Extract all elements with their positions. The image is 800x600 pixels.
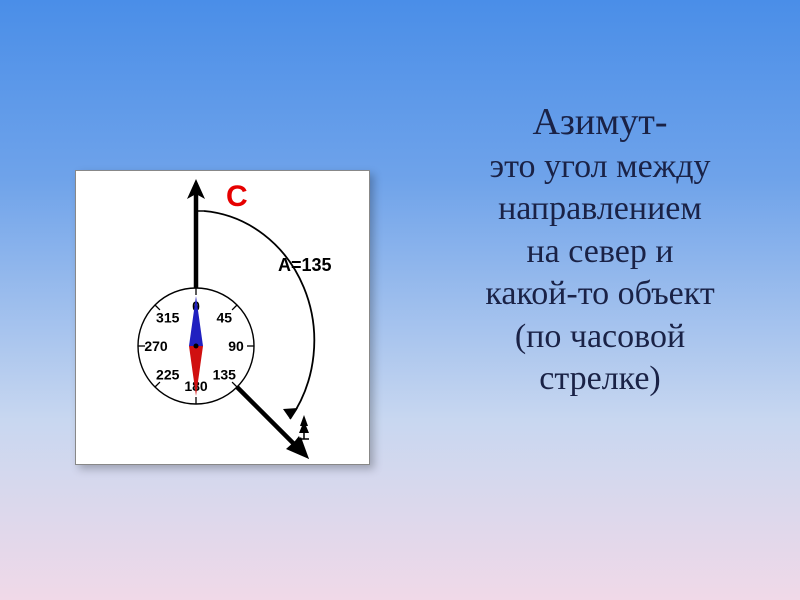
compass-degree-label: 135	[213, 366, 237, 382]
north-arrow	[187, 179, 205, 291]
definition-text: Азимут- это угол междунаправлениемна сев…	[440, 100, 760, 401]
definition-line: стрелке)	[440, 358, 760, 401]
definition-line: на север и	[440, 231, 760, 274]
compass-degree-label: 270	[144, 338, 168, 354]
term-title: Азимут-	[440, 100, 760, 146]
north-label: С	[226, 180, 248, 213]
object-arrow	[236, 386, 309, 459]
compass: 04590135180225270315	[138, 288, 254, 404]
definition-line: какой-то объект	[440, 273, 760, 316]
compass-degree-label: 90	[228, 338, 244, 354]
azimuth-value-label: A=135	[278, 255, 332, 275]
definition-line: (по часовой	[440, 316, 760, 359]
compass-degree-label: 315	[156, 310, 180, 326]
compass-degree-label: 225	[156, 366, 180, 382]
definition-line: это угол между	[440, 146, 760, 189]
compass-svg: A=135 04590135180225270315 С	[76, 171, 371, 466]
azimuth-diagram: A=135 04590135180225270315 С	[75, 170, 370, 465]
definition-line: направлением	[440, 188, 760, 231]
compass-degree-label: 45	[216, 310, 232, 326]
tree-icon	[299, 415, 309, 439]
